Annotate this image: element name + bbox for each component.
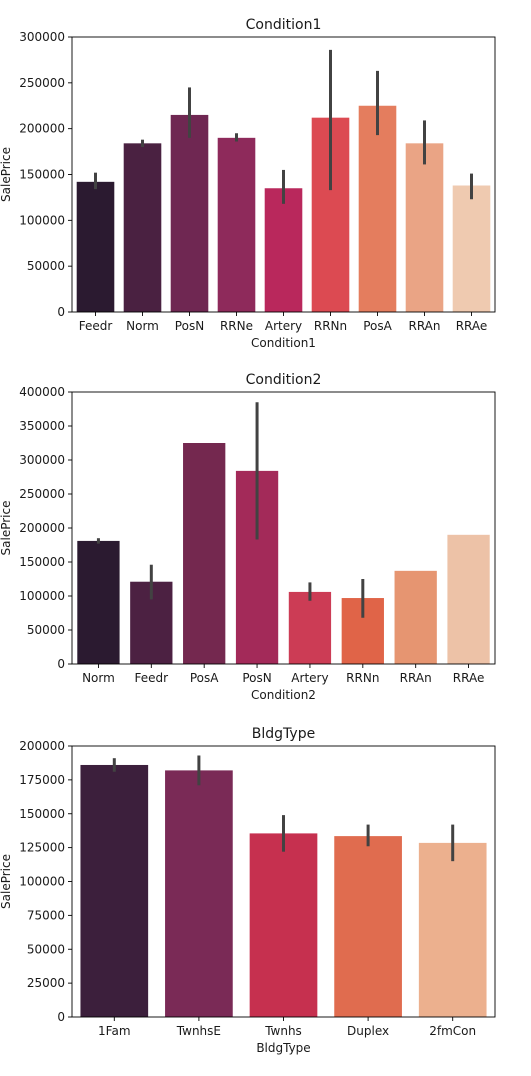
- y-tick-label: 250000: [19, 76, 65, 90]
- chart-title: BldgType: [252, 726, 315, 742]
- y-tick-label: 250000: [19, 487, 65, 501]
- x-tick-label-posa: PosA: [190, 671, 219, 685]
- bar-2fmcon: [418, 842, 487, 1017]
- y-tick-label: 150000: [19, 555, 65, 569]
- y-tick-label: 25000: [27, 976, 65, 990]
- x-tick-label-rrae: RRAe: [456, 319, 488, 333]
- x-tick-label-artery: Artery: [291, 671, 328, 685]
- bar-twnhse: [165, 770, 233, 1017]
- y-tick-label: 50000: [27, 942, 65, 956]
- x-tick-label-rrnn: RRNn: [346, 671, 379, 685]
- y-tick-label: 50000: [27, 259, 65, 273]
- x-tick-label-1fam: 1Fam: [98, 1024, 130, 1038]
- y-axis-label: SalePrice: [0, 147, 13, 202]
- chart-title: Condition1: [246, 17, 322, 33]
- y-tick-label: 125000: [19, 841, 65, 855]
- y-tick-label: 0: [57, 1010, 65, 1024]
- chart-title: Condition2: [246, 372, 322, 388]
- bar-posn: [170, 114, 209, 312]
- bar-rran: [405, 143, 444, 312]
- bar-posa: [358, 105, 397, 312]
- x-tick-label-duplex: Duplex: [347, 1024, 389, 1038]
- bar-rrae: [452, 185, 491, 312]
- x-tick-label-twnhs: Twnhs: [264, 1024, 302, 1038]
- x-tick-label-norm: Norm: [126, 319, 159, 333]
- y-tick-label: 200000: [19, 521, 65, 535]
- bar-posa: [183, 443, 226, 664]
- y-tick-label: 200000: [19, 739, 65, 753]
- x-axis-label: Condition1: [251, 336, 316, 350]
- y-tick-label: 75000: [27, 908, 65, 922]
- bar-rrae: [447, 534, 490, 664]
- y-tick-label: 0: [57, 657, 65, 671]
- y-tick-label: 150000: [19, 168, 65, 182]
- bar-rran: [394, 570, 437, 664]
- x-tick-label-rrne: RRNe: [220, 319, 253, 333]
- y-axis-label: SalePrice: [0, 854, 13, 909]
- x-tick-label-norm: Norm: [82, 671, 115, 685]
- bar-twnhs: [249, 833, 318, 1017]
- chart-bldgtype: 0 25000 50000 75000 100000 125000 150000 175000…: [0, 726, 496, 1055]
- y-tick-label: 300000: [19, 30, 65, 44]
- chart-condition1: 0 50000 100000 150000 200000 250000 300000 Feed…: [0, 17, 496, 350]
- x-tick-label-rrnn: RRNn: [314, 319, 347, 333]
- y-tick-label: 0: [57, 305, 65, 319]
- x-tick-label-feedr: Feedr: [79, 319, 113, 333]
- bar-artery: [264, 188, 303, 312]
- x-axis-label: BldgType: [256, 1041, 310, 1055]
- x-axis-label: Condition2: [251, 688, 316, 702]
- bar-1fam: [80, 764, 149, 1017]
- y-tick-label: 175000: [19, 773, 65, 787]
- x-tick-label-posn: PosN: [175, 319, 204, 333]
- y-tick-label: 100000: [19, 213, 65, 227]
- bar-duplex: [334, 836, 402, 1017]
- bar-rrne: [217, 137, 256, 312]
- x-tick-label-posn: PosN: [242, 671, 271, 685]
- x-tick-label-twnhse: TwnhsE: [176, 1024, 221, 1038]
- y-tick-label: 300000: [19, 453, 65, 467]
- x-tick-label-rran: RRAn: [400, 671, 432, 685]
- bar-feedr: [76, 181, 115, 312]
- x-tick-label-feedr: Feedr: [135, 671, 169, 685]
- y-tick-label: 400000: [19, 385, 65, 399]
- y-tick-label: 100000: [19, 875, 65, 889]
- bar-norm: [77, 540, 120, 664]
- y-tick-label: 150000: [19, 807, 65, 821]
- x-tick-label-posa: PosA: [363, 319, 392, 333]
- y-axis-label: SalePrice: [0, 501, 13, 556]
- y-tick-label: 50000: [27, 623, 65, 637]
- x-tick-label-2fmcon: 2fmCon: [429, 1024, 476, 1038]
- y-tick-label: 100000: [19, 589, 65, 603]
- chart-condition2: 0 50000 100000 150000 200000 250000 300000 3500…: [0, 372, 496, 702]
- y-tick-label: 350000: [19, 419, 65, 433]
- bar-norm: [123, 143, 162, 312]
- x-tick-label-rran: RRAn: [408, 319, 440, 333]
- x-tick-label-rrae: RRAe: [453, 671, 485, 685]
- bar-artery: [288, 591, 332, 664]
- x-tick-label-artery: Artery: [265, 319, 302, 333]
- y-tick-label: 200000: [19, 122, 65, 136]
